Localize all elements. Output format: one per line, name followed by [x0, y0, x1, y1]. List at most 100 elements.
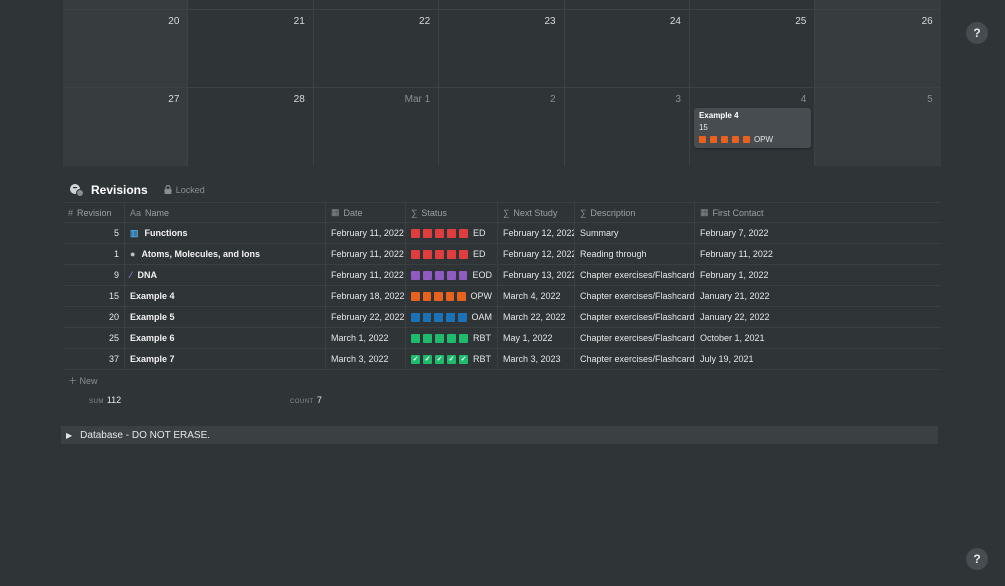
cell-description[interactable]: Reading through [575, 244, 695, 264]
calendar-day-cell[interactable]: 21 [188, 10, 314, 87]
calendar-cell[interactable] [314, 0, 440, 9]
table-row[interactable]: 5 ▥ Functions February 11, 2022 ED Februa… [63, 223, 941, 244]
cell-status[interactable]: OAM [406, 307, 498, 327]
cell-revision[interactable]: 5 [63, 223, 125, 243]
cell-first-contact[interactable]: October 1, 2021 [700, 333, 765, 343]
table-row[interactable]: 37 Example 7 March 3, 2022 ✓ ✓ ✓ ✓ ✓ RBT Marc… [63, 349, 941, 370]
cell-description[interactable]: Chapter exercises/Flashcards [575, 328, 695, 348]
table-row[interactable]: 20 Example 5 February 22, 2022 OAM March… [63, 307, 941, 328]
cell-status[interactable]: ED [406, 244, 498, 264]
calendar-cell[interactable] [690, 0, 816, 9]
cell-next-study[interactable]: March 4, 2022 [498, 286, 575, 306]
new-row-button[interactable]: ＋ New [68, 376, 98, 386]
cell-date[interactable]: February 18, 2022 [326, 286, 406, 306]
cell-first-contact[interactable]: January 21, 2022 [700, 291, 770, 301]
calendar-day-cell[interactable]: Mar 1 [314, 88, 440, 166]
status-square [423, 333, 432, 343]
column-header-status[interactable]: ∑ Status [406, 203, 498, 222]
cell-date[interactable]: February 11, 2022 [326, 223, 406, 243]
calendar-day-cell[interactable]: 27 [63, 88, 189, 166]
cell-date[interactable]: March 1, 2022 [326, 328, 406, 348]
cell-status[interactable]: EOD [406, 265, 498, 285]
calendar-day-cell[interactable]: 28 [188, 88, 314, 166]
cell-revision[interactable]: 20 [63, 307, 125, 327]
cell-name[interactable]: Example 7 [125, 349, 326, 369]
table-row[interactable]: 25 Example 6 March 1, 2022 RBT May 1, 20… [63, 328, 941, 349]
cell-date[interactable]: March 3, 2022 [326, 349, 406, 369]
cell-next-study[interactable]: February 13, 2022 [498, 265, 575, 285]
cell-next-study[interactable]: March 3, 2023 [498, 349, 575, 369]
cell-name[interactable]: Example 4 [125, 286, 326, 306]
calendar-cell[interactable] [439, 0, 565, 9]
cell-name[interactable]: ⁄ DNA [125, 265, 326, 285]
toggle-triangle-icon[interactable]: ▶ [66, 430, 73, 440]
toggle-block[interactable]: ▶ Database - DO NOT ERASE. [61, 426, 938, 444]
day-number: 2 [550, 94, 556, 105]
cell-revision[interactable]: 25 [63, 328, 125, 348]
database-title[interactable]: Revisions [91, 183, 148, 197]
cell-description[interactable]: Chapter exercises/Flashcards [575, 307, 695, 327]
help-button[interactable]: ? [966, 22, 988, 44]
cell-status[interactable]: RBT [406, 328, 498, 348]
help-button-bottom[interactable]: ? [966, 548, 988, 570]
calendar-day-cell[interactable]: 22 [314, 10, 440, 87]
calendar-day-cell[interactable]: 24 [565, 10, 690, 87]
cell-date[interactable]: February 11, 2022 [326, 244, 406, 264]
cell-description[interactable]: Chapter exercises/Flashcards [575, 286, 695, 306]
count-calculation[interactable]: COUNT 7 [290, 395, 322, 405]
cell-next-study[interactable]: February 12, 2022 [498, 223, 575, 243]
cell-first-contact[interactable]: February 1, 2022 [700, 270, 769, 280]
calendar-cell[interactable] [188, 0, 314, 9]
calendar-day-cell[interactable]: 3 [565, 88, 690, 166]
column-header-next-study[interactable]: ∑ Next Study [498, 203, 575, 222]
cell-revision[interactable]: 37 [63, 349, 125, 369]
cell-next-study[interactable]: February 12, 2022 [498, 244, 575, 264]
cell-status[interactable]: ED [406, 223, 498, 243]
status-square [447, 228, 456, 238]
calendar-cell[interactable] [815, 0, 941, 9]
status-square [422, 270, 432, 280]
cell-first-contact[interactable]: February 11, 2022 [700, 249, 773, 259]
cell-description[interactable]: Chapter exercises/Flashcards [575, 265, 695, 285]
calendar-day-cell[interactable]: 5 [815, 88, 941, 166]
table-row[interactable]: 9 ⁄ DNA February 11, 2022 EOD February 13… [63, 265, 941, 286]
cell-name[interactable]: ● Atoms, Molecules, and Ions [125, 244, 326, 264]
calendar-event-card[interactable]: Example 4 15 OPW [693, 108, 812, 148]
status-square [446, 270, 456, 280]
checked-square-icon: ✓ [411, 354, 420, 364]
calendar-day-cell[interactable]: 2 [439, 88, 565, 166]
table-row[interactable]: 1 ● Atoms, Molecules, and Ions February 1… [63, 244, 941, 265]
calendar-day-cell[interactable]: 26 [815, 10, 941, 87]
cell-revision[interactable]: 9 [63, 265, 125, 285]
cell-description[interactable]: Chapter exercises/Flashcards [575, 349, 695, 369]
locked-indicator[interactable]: Locked [164, 184, 205, 196]
column-header-first-contact[interactable]: ▦ First Contact [700, 207, 764, 218]
calendar-day-cell[interactable]: 25 [690, 10, 816, 87]
calendar-day-cell[interactable]: 20 [63, 10, 189, 87]
column-header-description[interactable]: ∑ Description [575, 203, 695, 222]
cell-status[interactable]: ✓ ✓ ✓ ✓ ✓ RBT [406, 349, 498, 369]
calendar-day-cell[interactable]: 4 Example 4 15 OPW [690, 88, 816, 166]
calendar-cell[interactable] [565, 0, 690, 9]
cell-date[interactable]: February 11, 2022 [326, 265, 406, 285]
cell-name[interactable]: Example 5 [125, 307, 326, 327]
table-row[interactable]: 15 Example 4 February 18, 2022 OPW March… [63, 286, 941, 307]
cell-name[interactable]: ▥ Functions [125, 223, 326, 243]
cell-first-contact[interactable]: July 19, 2021 [700, 354, 754, 364]
cell-name[interactable]: Example 6 [125, 328, 326, 348]
cell-next-study[interactable]: May 1, 2022 [498, 328, 575, 348]
cell-revision[interactable]: 1 [63, 244, 125, 264]
calendar-cell[interactable] [63, 0, 189, 9]
cell-status[interactable]: OPW [406, 286, 498, 306]
cell-description[interactable]: Summary [575, 223, 695, 243]
sum-calculation[interactable]: SUM 112 [89, 395, 122, 405]
column-header-name[interactable]: Aa Name [125, 203, 326, 222]
cell-revision[interactable]: 15 [63, 286, 125, 306]
cell-first-contact[interactable]: February 7, 2022 [700, 228, 769, 238]
column-header-date[interactable]: ▦ Date [326, 203, 406, 222]
calendar-day-cell[interactable]: 23 [439, 10, 565, 87]
cell-first-contact[interactable]: January 22, 2022 [700, 312, 770, 322]
cell-next-study[interactable]: March 22, 2022 [498, 307, 575, 327]
cell-date[interactable]: February 22, 2022 [326, 307, 406, 327]
column-header-revision[interactable]: # Revision [63, 203, 125, 222]
